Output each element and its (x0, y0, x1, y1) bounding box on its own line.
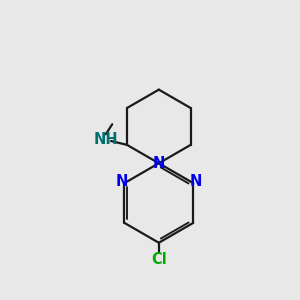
Text: N: N (189, 174, 202, 189)
Text: NH: NH (93, 132, 118, 147)
Text: N: N (153, 156, 165, 171)
Text: N: N (116, 174, 128, 189)
Text: Cl: Cl (151, 252, 167, 267)
